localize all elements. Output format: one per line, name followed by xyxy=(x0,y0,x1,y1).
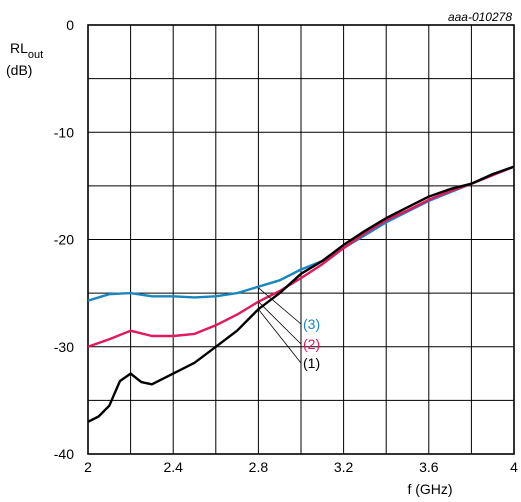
series-line-1 xyxy=(87,165,515,423)
x-axis-label: f (GHz) xyxy=(407,481,452,497)
x-tick-label: 4 xyxy=(510,459,518,475)
plot-frame xyxy=(87,24,515,455)
y-tick-label: 0 xyxy=(66,17,74,33)
y-axis-label-sub: out xyxy=(28,49,43,61)
leader-line-1 xyxy=(258,308,302,364)
leader-line-3 xyxy=(258,287,302,325)
y-tick-label: -10 xyxy=(54,124,74,140)
series-label-2: (2) xyxy=(303,336,320,352)
grid xyxy=(87,24,515,455)
series-label-1: (1) xyxy=(303,355,320,371)
x-tick-label: 3.2 xyxy=(334,459,354,475)
y-tick-label: -30 xyxy=(54,339,74,355)
y-tick-label: -20 xyxy=(54,232,74,248)
label-leaders: (1) (2) (3) xyxy=(258,287,320,371)
x-tick-labels: 2 2.4 2.8 3.2 3.6 4 xyxy=(84,459,518,475)
x-tick-label: 2.8 xyxy=(249,459,269,475)
series-label-3: (3) xyxy=(303,316,320,332)
x-tick-label: 3.6 xyxy=(419,459,439,475)
figure-id: aaa-010278 xyxy=(448,10,512,24)
leader-line-2 xyxy=(258,301,302,345)
x-tick-label: 2.4 xyxy=(163,459,183,475)
y-axis-label-main: RL xyxy=(10,40,28,56)
series-group xyxy=(87,165,515,423)
y-axis-unit: (dB) xyxy=(6,62,32,78)
x-tick-label: 2 xyxy=(84,459,92,475)
y-tick-label: -40 xyxy=(54,446,74,462)
y-axis-label: RLout xyxy=(10,40,43,61)
series-line-2 xyxy=(87,165,515,348)
y-tick-labels: 0 -10 -20 -30 -40 xyxy=(54,17,74,462)
